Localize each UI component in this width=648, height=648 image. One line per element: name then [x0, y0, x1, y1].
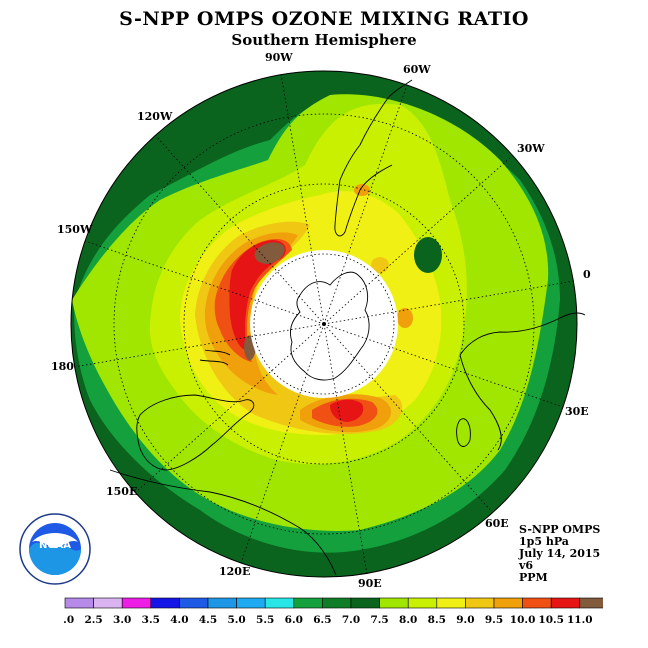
- colorbar-tick-label: 4.5: [199, 614, 217, 626]
- page-title: S-NPP OMPS OZONE MIXING RATIO: [119, 8, 529, 30]
- lon-label-150w: 150W: [57, 223, 93, 236]
- antarctica-coast: [289, 271, 370, 381]
- nz-coast: [199, 349, 231, 366]
- patch-orange-2: [397, 308, 413, 328]
- colorbar-swatch: [93, 597, 123, 609]
- south-america-coast: [334, 79, 413, 237]
- colorbar-tick-label: 5.0: [227, 614, 245, 626]
- colorbar-swatch: [179, 597, 209, 609]
- colorbar-tick-label: 6.0: [285, 614, 303, 626]
- lon-label-120w: 120W: [137, 110, 173, 123]
- colorbar-swatch: [579, 597, 603, 609]
- lon-label-90w: 90W: [265, 51, 293, 64]
- band-10p5-11p0-b: [330, 399, 364, 422]
- lon-label-60e: 60E: [485, 517, 509, 530]
- lon-label-120e: 120E: [219, 565, 250, 578]
- noaa-logo: NOAA: [19, 513, 91, 585]
- colorbar-tick-label: 2.5: [84, 614, 102, 626]
- logo-wave: [29, 542, 81, 575]
- colorbar-swatch: [236, 597, 266, 609]
- latitude-circle-70s: [253, 253, 395, 395]
- colorbar-swatch: [465, 597, 495, 609]
- colorbar-swatch: [264, 597, 295, 609]
- latitude-circle-50s: [183, 183, 465, 465]
- colorbar-tick-label: 9.0: [456, 614, 474, 626]
- madagascar-coast: [456, 418, 471, 447]
- lon-label-180: 180: [51, 360, 74, 373]
- logo-bird: [32, 533, 78, 548]
- colorbar-tick-label: 3.5: [142, 614, 160, 626]
- colorbar-tick-label: 7.5: [370, 614, 388, 626]
- info-version: v6: [519, 559, 534, 572]
- colorbar-swatch: [207, 597, 237, 609]
- band-11p0-max: [254, 242, 285, 264]
- patch-orange-1: [371, 257, 389, 273]
- lon-label-60w: 60W: [403, 63, 431, 76]
- info-instrument: S-NPP OMPS: [519, 523, 601, 536]
- colorbar-swatch: [522, 597, 552, 609]
- australia-coast: [136, 394, 255, 471]
- colorbar-swatch: [322, 597, 352, 609]
- colorbar-tick-label: 7.0: [342, 614, 360, 626]
- colorbar-swatch: [407, 597, 438, 609]
- colorbar-swatch: [550, 597, 581, 609]
- colorbar-swatch: [493, 597, 523, 609]
- map-border: [70, 70, 578, 578]
- lon-label-150e: 150E: [106, 485, 137, 498]
- band-10p5-11p0: [229, 240, 286, 351]
- indonesia-coast: [109, 469, 337, 576]
- colorbar-tick-label: 5.5: [256, 614, 274, 626]
- lon-label-30w: 30W: [517, 142, 545, 155]
- graticule: [73, 73, 575, 575]
- colorbar-tick-label: 10.0: [510, 614, 536, 626]
- info-level: 1p5 hPa: [519, 535, 569, 548]
- colorbar-swatch: [379, 597, 409, 609]
- low-ozone-blob: [414, 237, 442, 273]
- colorbar-tick-label: 4.0: [170, 614, 188, 626]
- info-panel: S-NPP OMPS 1p5 hPa July 14, 2015 v6 PPM: [519, 524, 600, 584]
- colorbar-swatch: [436, 597, 466, 609]
- south-pole-marker: [322, 322, 326, 326]
- page-subtitle: Southern Hemisphere: [231, 31, 417, 49]
- colorbar-tick-label: 10.5: [538, 614, 564, 626]
- colorbar-tick-label: 11.0: [567, 614, 593, 626]
- latitude-circle-30s: [113, 113, 535, 535]
- info-date: July 14, 2015: [519, 547, 601, 560]
- africa-coast: [459, 312, 586, 451]
- colorbar-tick-label: 8.5: [428, 614, 446, 626]
- lon-label-30e: 30E: [565, 405, 589, 418]
- colorbar-tick-label: 8.0: [399, 614, 417, 626]
- colorbar-swatch: [350, 597, 380, 609]
- patch-orange-3: [354, 184, 370, 196]
- colorbar-swatch: [293, 597, 323, 609]
- colorbar-tick-label: 9.5: [485, 614, 503, 626]
- info-units: PPM: [519, 571, 548, 584]
- coastlines: [109, 79, 586, 576]
- colorbar-swatch: [150, 597, 180, 609]
- colorbar-tick-label: 6.5: [313, 614, 331, 626]
- colorbar-swatch: [121, 597, 152, 609]
- colorbar-tick-label: 3.0: [113, 614, 131, 626]
- lon-label-90e: 90E: [358, 577, 382, 590]
- colorbar-tick-label: 2.0: [63, 614, 74, 626]
- colorbar: 2.0 2.5 3.0 3.5 4.0 4.5 5.0 5.5 6.0 6.5 7.0 7.5 8.0 8…: [63, 597, 603, 626]
- logo-text: NOAA: [39, 540, 71, 551]
- colorbar-swatch: [64, 597, 94, 609]
- lon-label-0: 0: [583, 268, 591, 281]
